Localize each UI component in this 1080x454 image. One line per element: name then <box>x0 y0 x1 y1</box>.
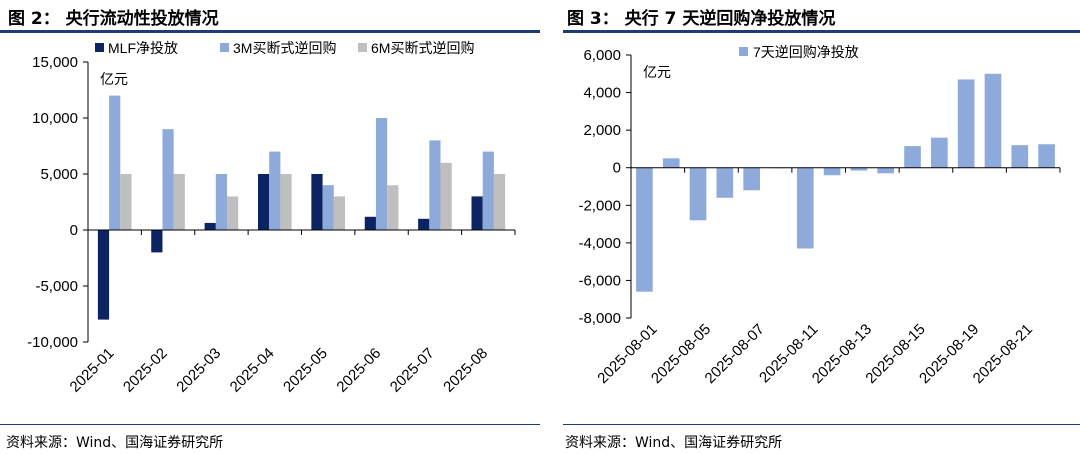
bar-MLF净投放-2025-01 <box>97 230 110 320</box>
x-tick-label: 2025-04 <box>227 345 278 396</box>
y-tick-label: -4,000 <box>578 235 621 252</box>
bar-MLF净投放-2025-02 <box>151 230 163 253</box>
y-tick-label: 2,000 <box>583 122 621 139</box>
source-note: 资料来源：Wind、国海证券研究所 <box>565 435 783 451</box>
bar-7天逆回购净投放-2025-08-04 <box>662 158 680 168</box>
chart-title: 图 2： 央行流动性投放情况 <box>8 9 219 29</box>
legend-label: 7天逆回购净投放 <box>753 44 859 60</box>
x-tick-label: 2025-05 <box>280 345 331 396</box>
y-tick-label: 10,000 <box>32 110 78 127</box>
source-note: 资料来源：Wind、国海证券研究所 <box>6 435 224 451</box>
y-tick-label: 4,000 <box>583 85 621 102</box>
bar-6M买断式逆回购-2025-02 <box>173 174 185 230</box>
bar-3M买断式逆回购-2025-07 <box>429 140 441 230</box>
legend-swatch-MLF净投放 <box>95 43 104 52</box>
bar-6M买断式逆回购-2025-05 <box>333 196 346 230</box>
y-tick-label: 6,000 <box>583 47 621 64</box>
bar-3M买断式逆回购-2025-04 <box>269 151 281 230</box>
bar-7天逆回购净投放-2025-08-20 <box>984 73 1002 168</box>
bar-3M买断式逆回购-2025-06 <box>375 118 388 230</box>
bar-3M买断式逆回购-2025-01 <box>109 95 121 230</box>
y-tick-label: -5,000 <box>35 278 78 295</box>
legend-swatch-7天逆回购净投放 <box>739 47 748 56</box>
bar-7天逆回购净投放-2025-08-15 <box>904 146 921 168</box>
bar-7天逆回购净投放-2025-08-07 <box>743 167 760 191</box>
liquidity-chart: 15,000 10,000 5,000 0 -5,000 -10,000 亿元 2025-01… <box>27 40 516 396</box>
y-tick-label: 0 <box>613 160 621 177</box>
x-tick-label: 2025-06 <box>333 345 384 396</box>
legend-swatch-6M买断式逆回购 <box>358 43 367 52</box>
y-tick-label: 5,000 <box>40 166 78 183</box>
bar-MLF净投放-2025-06 <box>364 216 376 230</box>
reverse-repo-chart: 6,000 4,000 2,000 0 -2,000 -4,000 -6,000 -8,000… <box>578 44 1061 387</box>
bar-6M买断式逆回购-2025-03 <box>227 196 239 230</box>
title-rule <box>0 30 540 33</box>
x-tick-label: 2025-03 <box>173 345 224 396</box>
legend-label: 6M买断式逆回购 <box>371 40 474 56</box>
title-rule <box>563 30 1080 33</box>
legend-label: MLF净投放 <box>108 40 178 56</box>
bar-3M买断式逆回购-2025-03 <box>215 174 228 230</box>
y-tick-label: 15,000 <box>32 54 78 71</box>
legend-label: 3M买断式逆回购 <box>233 40 336 56</box>
y-tick-label: -2,000 <box>578 197 621 214</box>
x-tick-label: 2025-07 <box>387 345 438 396</box>
chart-title: 图 3： 央行 7 天逆回购净投放情况 <box>567 9 836 29</box>
x-tick-label: 2025-02 <box>120 345 171 396</box>
bar-3M买断式逆回购-2025-08 <box>482 151 494 230</box>
bar-7天逆回购净投放-2025-08-18 <box>931 137 948 168</box>
legend-swatch-3M买断式逆回购 <box>220 43 229 52</box>
y-tick-label: 0 <box>70 222 78 239</box>
bar-7天逆回购净投放-2025-08-11 <box>796 167 814 249</box>
bar-6M买断式逆回购-2025-06 <box>387 185 399 230</box>
bar-7天逆回购净投放-2025-08-06 <box>716 167 734 198</box>
bar-7天逆回购净投放-2025-08-01 <box>636 167 653 292</box>
bar-7天逆回购净投放-2025-08-21 <box>1011 145 1029 168</box>
bar-6M买断式逆回购-2025-08 <box>493 174 506 230</box>
bar-6M买断式逆回购-2025-01 <box>120 174 132 230</box>
x-tick-label: 2025-01 <box>67 345 118 396</box>
source-rule <box>0 424 540 425</box>
bar-3M买断式逆回购-2025-02 <box>162 129 174 230</box>
y-tick-label: -6,000 <box>578 272 621 289</box>
bar-MLF净投放-2025-04 <box>257 174 270 230</box>
y-tick-label: -10,000 <box>27 334 78 351</box>
y-tick-label: -8,000 <box>578 310 621 327</box>
chart-panel-liquidity: 图 2： 央行流动性投放情况 15,000 10,000 5,000 0 -5,000 -… <box>0 9 540 451</box>
bar-MLF净投放-2025-05 <box>311 174 323 230</box>
bar-6M买断式逆回购-2025-04 <box>280 174 292 230</box>
bar-6M买断式逆回购-2025-07 <box>440 162 452 230</box>
source-rule <box>563 424 1080 425</box>
bar-7天逆回购净投放-2025-08-05 <box>689 167 707 221</box>
bar-7天逆回购净投放-2025-08-22 <box>1038 144 1055 168</box>
unit-label: 亿元 <box>643 64 671 80</box>
bar-7天逆回购净投放-2025-08-12 <box>823 167 841 176</box>
bar-MLF净投放-2025-03 <box>204 222 216 230</box>
bar-3M买断式逆回购-2025-05 <box>322 185 334 230</box>
bar-MLF净投放-2025-08 <box>471 196 483 230</box>
bar-7天逆回购净投放-2025-08-14 <box>877 167 895 174</box>
x-tick-label: 2025-08 <box>440 345 491 396</box>
unit-label: 亿元 <box>100 71 128 87</box>
bar-MLF净投放-2025-07 <box>418 218 430 230</box>
bar-7天逆回购净投放-2025-08-19 <box>957 79 975 168</box>
chart-panel-reverse-repo: 图 3： 央行 7 天逆回购净投放情况 6,000 4,000 2,000 0 -2,0… <box>563 0 1080 454</box>
bar-7天逆回购净投放-2025-08-13 <box>850 167 868 171</box>
